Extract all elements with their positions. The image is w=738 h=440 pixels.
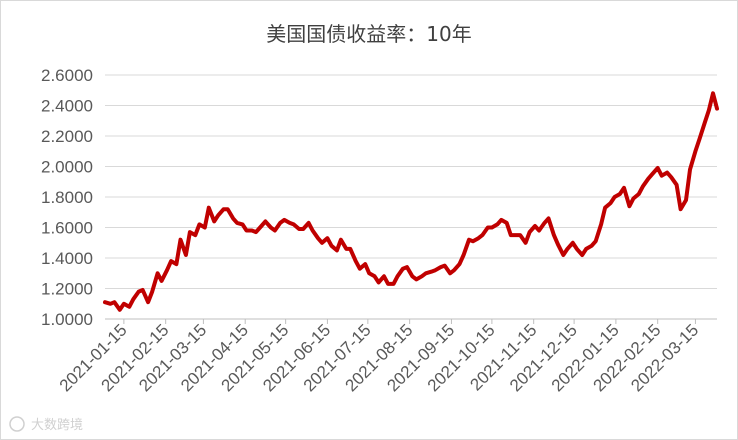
y-tick-label: 2.6000 xyxy=(41,66,93,85)
y-tick-label: 1.4000 xyxy=(41,249,93,268)
y-tick-label: 1.8000 xyxy=(41,188,93,207)
y-tick-label: 1.0000 xyxy=(41,310,93,329)
y-tick-label: 1.2000 xyxy=(41,280,93,299)
series-line xyxy=(103,91,719,312)
watermark-logo-icon xyxy=(9,416,25,432)
chart-title: 美国国债收益率：10年 xyxy=(266,22,471,46)
y-tick-label: 2.2000 xyxy=(41,127,93,146)
y-tick-label: 1.6000 xyxy=(41,219,93,238)
watermark: 大数跨境 xyxy=(9,416,83,433)
y-tick-label: 2.0000 xyxy=(41,158,93,177)
y-tick-label: 2.4000 xyxy=(41,97,93,116)
watermark-text: 大数跨境 xyxy=(31,418,83,433)
